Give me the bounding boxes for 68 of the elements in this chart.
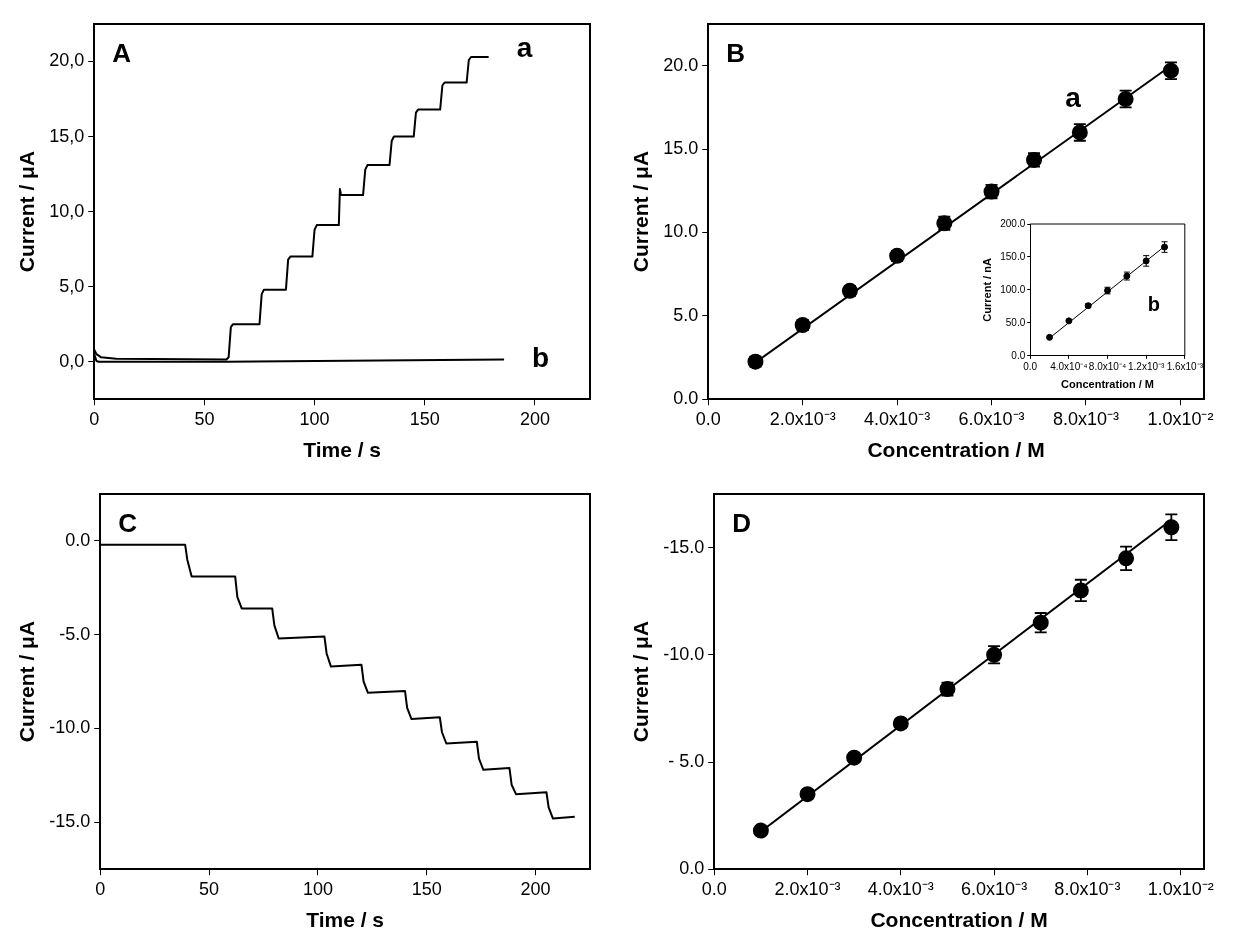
x-tick-label: 100 <box>302 878 333 899</box>
x-tick-label: 0.0 <box>695 408 721 429</box>
y-tick-label: 5,0 <box>59 275 85 296</box>
y-tick-label: 100.0 <box>1000 283 1026 295</box>
y-tick-label: 0.0 <box>1011 349 1026 361</box>
x-tick-label: 6.0x10⁻³ <box>961 878 1028 899</box>
y-tick-label: 20.0 <box>663 54 699 75</box>
x-tick-label: 50 <box>194 408 215 429</box>
y-tick-label: -15.0 <box>663 536 705 557</box>
y-tick-label: 15,0 <box>49 125 85 146</box>
x-tick-label: 1.0x10⁻² <box>1147 878 1214 899</box>
x-tick-label: 4.0x10⁻⁴ <box>1050 360 1088 372</box>
x-tick-label: 1.6x10⁻³ <box>1166 360 1204 372</box>
y-tick-label: - 5.0 <box>668 750 705 771</box>
y-tick-label: 50.0 <box>1005 316 1026 328</box>
y-tick-label: 150.0 <box>1000 250 1026 262</box>
text: C <box>118 508 138 539</box>
y-tick-label: 0.0 <box>679 858 705 879</box>
x-tick-label: 8.0x10⁻⁴ <box>1088 360 1127 372</box>
x-tick-label: 6.0x10⁻³ <box>958 408 1025 429</box>
y-axis-title: Current / μA <box>629 150 653 273</box>
x-tick-label: 2.0x10⁻³ <box>769 408 836 429</box>
y-tick-label: 200.0 <box>1000 217 1026 229</box>
x-tick-label: 4.0x10⁻³ <box>867 878 934 899</box>
y-tick-label: -10.0 <box>663 643 705 664</box>
y-tick-label: -10.0 <box>49 717 91 738</box>
series-label: b <box>1147 293 1160 316</box>
y-tick-label: -5.0 <box>59 623 91 644</box>
y-tick-label: 15.0 <box>663 138 699 159</box>
x-tick-label: 0.0 <box>701 878 727 899</box>
y-tick-label: 5.0 <box>673 304 699 325</box>
series-label: a <box>1065 81 1082 113</box>
y-tick-label: 20,0 <box>49 50 85 71</box>
y-tick-label: 0.0 <box>673 388 699 409</box>
x-tick-label: 4.0x10⁻³ <box>864 408 931 429</box>
x-tick-label: 1.2x10⁻³ <box>1127 360 1166 372</box>
y-axis-title: Current / nA <box>980 258 993 322</box>
x-tick-label: 150 <box>409 408 440 429</box>
x-axis-title: Concentration / M <box>1061 378 1154 391</box>
series-label: a <box>516 31 533 63</box>
y-tick-label: 0.0 <box>65 529 91 550</box>
series-label: b <box>532 342 550 374</box>
y-axis-title: Current / μA <box>15 620 39 743</box>
x-tick-label: 50 <box>199 878 220 899</box>
y-tick-label: 0,0 <box>59 350 85 371</box>
x-axis-title: Time / s <box>303 438 382 462</box>
x-axis-title: Concentration / M <box>870 908 1048 932</box>
x-axis-title: Concentration / M <box>867 438 1045 462</box>
y-axis-title: Current / μA <box>15 150 39 273</box>
y-tick-label: -15.0 <box>49 811 91 832</box>
x-tick-label: 8.0x10⁻³ <box>1054 878 1121 899</box>
x-tick-label: 150 <box>411 878 442 899</box>
y-tick-label: 10,0 <box>49 200 85 221</box>
x-tick-label: 2.0x10⁻³ <box>774 878 841 899</box>
x-tick-label: 200 <box>519 408 550 429</box>
x-tick-label: 0.0 <box>1023 360 1038 372</box>
y-tick-label: 10.0 <box>663 221 699 242</box>
x-tick-label: 0 <box>95 878 106 899</box>
text: D <box>732 508 752 539</box>
x-axis-title: Time / s <box>306 908 385 932</box>
x-tick-label: 1.0x10⁻² <box>1147 408 1214 429</box>
text: A <box>112 38 132 69</box>
x-tick-label: 0 <box>89 408 100 429</box>
x-tick-label: 200 <box>520 878 551 899</box>
y-axis-title: Current / μA <box>629 620 653 743</box>
text: B <box>726 38 746 69</box>
x-tick-label: 100 <box>299 408 330 429</box>
x-tick-label: 8.0x10⁻³ <box>1052 408 1119 429</box>
